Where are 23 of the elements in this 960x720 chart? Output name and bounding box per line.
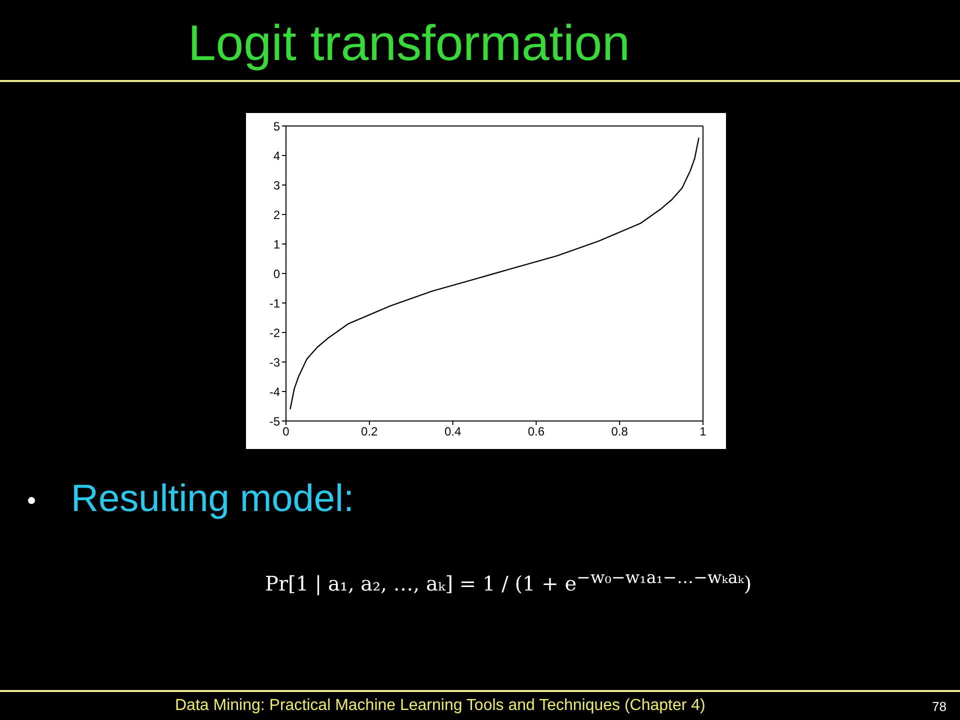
y-tick-label: 1 [273, 237, 280, 252]
x-tick-label: 1 [700, 424, 707, 439]
y-tick-label: -1 [269, 296, 280, 310]
x-tick-label: 0.4 [444, 424, 462, 439]
x-tick-label: 0 [282, 424, 290, 439]
y-tick-label: -2 [269, 326, 280, 340]
y-tick-label: 3 [273, 178, 280, 192]
x-tick-label: 0.8 [611, 424, 628, 439]
text: Pr[1 | a₁, a₂, …, aₖ] = 1 / (1 + e$^{−w₀−w₁a₁−…−wₖaₖ}$) [265, 568, 752, 596]
y-tick-label: -4 [269, 384, 280, 399]
text: Resulting model: [70, 478, 354, 521]
y-tick-label: 2 [273, 208, 280, 222]
y-tick-label: 0 [273, 266, 280, 281]
text: Data Mining: Practical Machine Learning Tools and Techniques (Chapter 4) [175, 697, 706, 715]
y-tick-label: 5 [273, 119, 280, 134]
line-series [290, 137, 700, 410]
y-tick-label: -5 [269, 414, 280, 428]
x-tick-label: 0.6 [528, 424, 545, 439]
x-tick-label: 0.2 [361, 424, 378, 439]
y-tick-label: 4 [273, 148, 280, 163]
y-tick-label: -3 [269, 355, 280, 370]
chart-title: Logit transformation [188, 14, 630, 72]
text: 78 [932, 699, 946, 714]
